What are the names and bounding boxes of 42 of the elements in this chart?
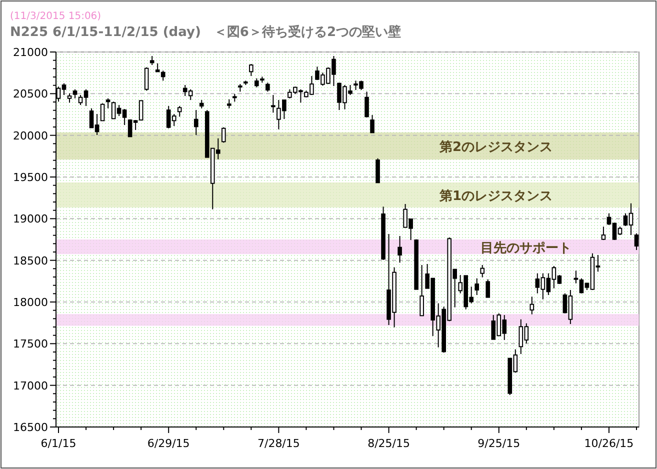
y-tick-label: 18000 <box>13 296 48 309</box>
y-tick-label: 19500 <box>13 171 48 184</box>
y-tick-label: 20500 <box>13 88 48 101</box>
candlestick <box>194 110 198 136</box>
x-tick-label: 10/26/15 <box>584 437 634 450</box>
y-tick-label: 18500 <box>13 254 48 268</box>
y-tick-label: 19000 <box>13 212 48 226</box>
y-tick-label: 16500 <box>13 421 48 434</box>
candlestick <box>144 66 149 92</box>
candlestick <box>530 296 534 315</box>
candlestick <box>249 64 254 76</box>
x-tick-label: 7/28/15 <box>257 437 300 450</box>
candlestick <box>420 264 424 316</box>
candlestick <box>474 278 480 296</box>
candlestick <box>480 264 485 278</box>
candlestick <box>160 70 166 82</box>
y-tick-label: 17500 <box>13 338 48 351</box>
candlestick <box>221 126 226 144</box>
band-label: 第1のレジスタンス <box>438 188 553 204</box>
y-tick-label: 21000 <box>13 46 48 59</box>
x-tick-label: 6/1/15 <box>40 437 76 450</box>
candlestick <box>271 94 276 114</box>
x-tick-label: 8/25/15 <box>368 437 410 450</box>
candlestick <box>177 106 182 118</box>
band-label: 第2のレジスタンス <box>438 140 553 155</box>
candlestick <box>370 114 374 134</box>
chart-title: N225 6/1/15-11/2/15 (day) ＜図6＞待ち受ける2つの堅い壁 <box>10 24 401 40</box>
x-tick-label: 6/29/15 <box>147 437 190 450</box>
chart-subtitle: (11/3/2015 15:06) <box>10 11 102 22</box>
candlestick <box>376 158 380 184</box>
candlestick <box>634 232 639 250</box>
y-tick-label: 20000 <box>13 129 48 142</box>
candlestick <box>601 226 606 240</box>
candlestick <box>398 236 402 264</box>
candlestick <box>67 92 72 104</box>
candlestick <box>100 102 105 122</box>
candlestick <box>106 98 110 109</box>
y-tick-label: 17000 <box>13 379 48 392</box>
candlestick <box>486 278 490 298</box>
x-tick-label: 9/25/15 <box>478 437 520 450</box>
band-label: 目先のサポート <box>480 240 572 256</box>
candlestick <box>364 91 369 118</box>
